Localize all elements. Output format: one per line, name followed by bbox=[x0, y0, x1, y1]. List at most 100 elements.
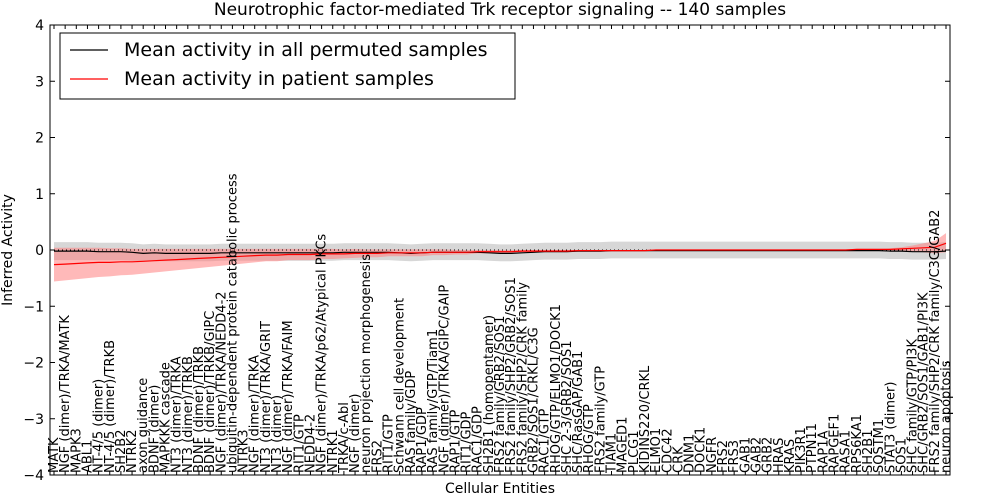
entity-label: MAPKKK cascade bbox=[159, 362, 174, 473]
entity-label: RIT1/GDP bbox=[460, 411, 475, 473]
entity-label: SQSTM1 bbox=[872, 419, 887, 473]
entity-label: RPS6KA1 bbox=[850, 414, 865, 473]
y-tick-label: 2 bbox=[35, 131, 44, 147]
entity-label: MAGED1 bbox=[616, 417, 631, 473]
entity-label: TIAM1 bbox=[605, 433, 620, 474]
y-tick-label: 4 bbox=[35, 18, 44, 34]
entity-label: BDNF (dimer)/TRKB bbox=[192, 346, 207, 473]
entity-label: RIT1/GTP bbox=[382, 414, 397, 473]
y-tick-label: 0 bbox=[35, 243, 44, 259]
entity-label: GRB2 bbox=[761, 437, 776, 473]
legend-box bbox=[59, 32, 516, 100]
entity-label: SH2B1 (homopentamer) bbox=[482, 315, 497, 473]
entity-label: GAB2 bbox=[750, 437, 765, 473]
entity-label: CRK bbox=[671, 446, 686, 473]
chart-title: Neurotrophic factor-mediated Trk recepto… bbox=[214, 0, 786, 20]
entity-label: ELMO1 bbox=[649, 428, 664, 473]
entity-label: NGF (dimer)/TRKA/p62/Atypical PKCs bbox=[315, 234, 330, 473]
entity-label: PTPN11 bbox=[805, 423, 820, 473]
entity-label: PIK3R1 bbox=[794, 427, 809, 473]
entity-label: NT-4/5 (dimer)/TRKB bbox=[103, 340, 118, 473]
patient-mean-line bbox=[53, 242, 947, 266]
entity-label: NGFR bbox=[705, 437, 720, 473]
entity-label: FRS2 family/GRB2/SOS1 bbox=[493, 316, 508, 473]
entity-label: HRAS bbox=[772, 438, 787, 473]
entity-label: ABL1 bbox=[81, 440, 96, 473]
entity-label: DOCK1 bbox=[694, 427, 709, 473]
entity-label: MATK bbox=[47, 437, 62, 473]
entity-label: SHC/RasGAP/GAB1 bbox=[571, 351, 586, 473]
entity-label: ubiquitin-dependent protein catabolic pr… bbox=[225, 173, 240, 473]
y-tick-label: 1 bbox=[35, 187, 44, 203]
entity-label: CDC42 bbox=[660, 428, 675, 473]
entity-label: NT3 (dimer)/TRKA bbox=[170, 356, 185, 473]
y-axis-label: Inferred Activity bbox=[0, 194, 16, 306]
entity-label: SHC 2-3/GRB2/SOS1 bbox=[560, 340, 575, 473]
legend: Mean activity in all permuted samples Me… bbox=[59, 32, 516, 100]
entity-label: NGF (dimer)/TRKA/FAIM bbox=[281, 320, 296, 473]
entity-label: NGF (dimer)/TRKA/MATK bbox=[58, 315, 73, 473]
entity-label: FRS2 family/SHP2/GRB2/SOS1 bbox=[504, 277, 519, 473]
entity-label: NT-4/5 (dimer) bbox=[92, 379, 107, 473]
entity-label: FRS2 family/SHP2/CRK family bbox=[515, 282, 530, 473]
entity-label: SHC family/GTP/PI3K bbox=[906, 339, 921, 473]
entity-label: PLCG1 bbox=[627, 430, 642, 473]
entity-label: RAP1A bbox=[816, 430, 831, 473]
y-axis-ticks: −4 −3 −2 −1 0 1 2 3 4 bbox=[23, 18, 950, 484]
entity-label: RAS family/GDP bbox=[404, 371, 419, 473]
entity-label: FRS3 bbox=[727, 440, 742, 473]
entity-label: NTRK3 bbox=[237, 430, 252, 474]
legend-label-patient: Mean activity in patient samples bbox=[124, 68, 434, 90]
entity-label: RIT1/GTP bbox=[292, 414, 307, 473]
entity-label: FRS2 bbox=[716, 440, 731, 473]
entity-label: SOS1 bbox=[894, 438, 909, 473]
entity-label: NGF (dimer)/TRKA/NEDD4-2 bbox=[214, 291, 229, 473]
entity-label: SHC/GRB2/SOS1/GAB1/PI3K bbox=[917, 292, 932, 473]
entity-label: neuron projection morphogenesis bbox=[359, 254, 374, 473]
entity-label: KIDINS220/CRKL bbox=[638, 365, 653, 473]
entity-label: NT3 (dimer)/TRKA/GRIT bbox=[259, 321, 274, 473]
entity-label: GAB1 bbox=[738, 437, 753, 473]
entity-label: RAP1/GDP bbox=[415, 407, 430, 473]
entity-label: NGF (dimer)/TRKA/GIPC/GAIP bbox=[437, 285, 452, 473]
y-tick-label: 3 bbox=[35, 74, 44, 90]
entity-label: axon guidance bbox=[136, 378, 151, 473]
entity-label: NTRK1 bbox=[326, 430, 341, 474]
entity-label: RHOG/GTP bbox=[582, 404, 597, 473]
entity-label: NT3 (dimer) bbox=[270, 395, 285, 473]
entity-label: RAC1/GTP bbox=[538, 409, 553, 473]
entity-label: RAS family/GTP/Tiam1 bbox=[426, 329, 441, 473]
entity-label: FRS2 family/SHP2/CRK family/C3G/GAB2 bbox=[928, 210, 943, 473]
entity-label: RAC1/GDP bbox=[471, 406, 486, 473]
entity-label: RHOG/GTP/ELMO1/DOCK1 bbox=[549, 304, 564, 473]
entity-label: SH2B1 bbox=[861, 430, 876, 474]
entity-label: STAT3 (dimer) bbox=[883, 382, 898, 473]
entity-label: FRS2 family/GTP bbox=[593, 366, 608, 473]
entity-label: RAP1/GTP bbox=[448, 410, 463, 473]
entity-label: SH2B2 bbox=[114, 430, 129, 474]
entity-label: NEDD4-2 bbox=[303, 414, 318, 473]
entity-label: GRB2/SOS1/CRKL/C3G bbox=[527, 327, 542, 473]
entity-label: TRKA/c-Abl bbox=[337, 402, 352, 474]
entity-label: DNM1 bbox=[683, 434, 698, 473]
entity-label: NGF (dimer)/TRKA bbox=[248, 355, 263, 473]
entity-label: FRS2 bbox=[370, 440, 385, 473]
entity-label: NT3 (dimer)/TRKB bbox=[181, 356, 196, 473]
entity-label: BDNF (dimer) bbox=[147, 385, 162, 473]
y-tick-label: −3 bbox=[23, 412, 44, 428]
entity-label: BDNF (dimer)/TRKB/GIPC bbox=[203, 311, 218, 473]
entity-label: NGF (dimer) bbox=[348, 394, 363, 473]
x-axis-label: Cellular Entities bbox=[445, 481, 555, 497]
entity-label: KRAS bbox=[783, 439, 798, 473]
entity-label: NTRK2 bbox=[125, 430, 140, 474]
y-tick-label: −1 bbox=[23, 299, 44, 315]
confidence-bands bbox=[54, 233, 946, 282]
legend-label-permuted: Mean activity in all permuted samples bbox=[124, 39, 487, 61]
entity-label: neuron apoptosis bbox=[939, 360, 954, 473]
y-tick-label: −4 bbox=[23, 468, 44, 484]
entity-label: RASA1 bbox=[839, 430, 854, 473]
y-tick-label: −2 bbox=[23, 356, 44, 372]
entity-label: Schwann cell development bbox=[393, 298, 408, 473]
